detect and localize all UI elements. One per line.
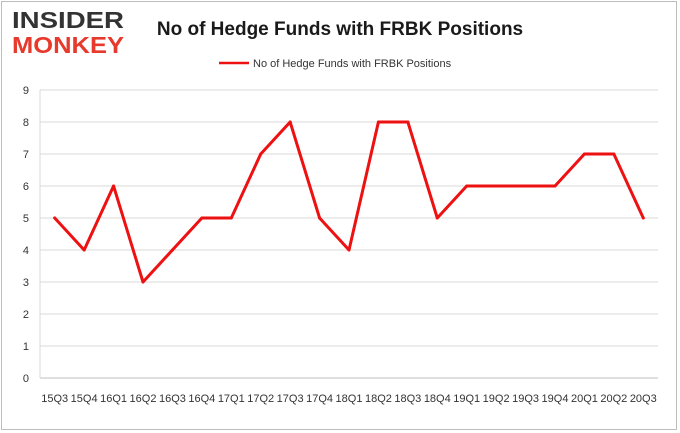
- data-point-16Q4: [200, 216, 204, 220]
- x-tick-label-20Q3: 20Q3: [630, 393, 657, 405]
- data-point-19Q2: [494, 184, 498, 188]
- x-tick-label-16Q3: 16Q3: [159, 393, 186, 405]
- data-point-20Q2: [612, 152, 616, 156]
- series-line: [53, 120, 645, 284]
- data-point-16Q3: [170, 248, 174, 252]
- x-tick-label-16Q4: 16Q4: [188, 393, 215, 405]
- data-point-15Q4: [82, 248, 86, 252]
- legend-label: No of Hedge Funds with FRBK Positions: [253, 58, 452, 70]
- data-point-20Q1: [582, 152, 586, 156]
- series-line-0: [53, 120, 645, 284]
- data-point-19Q1: [465, 184, 469, 188]
- x-tick-label-18Q2: 18Q2: [365, 393, 392, 405]
- x-tick-label-16Q2: 16Q2: [130, 393, 157, 405]
- y-axis: 0 1 2 3 4 5 6 7 8 9: [23, 85, 29, 385]
- y-tick-label: 7: [23, 149, 29, 161]
- x-tick-label-17Q4: 17Q4: [306, 393, 333, 405]
- y-tick-label: 3: [23, 277, 29, 289]
- y-tick-label: 1: [23, 341, 29, 353]
- logo-line-monkey: MONKEY: [12, 32, 124, 58]
- data-point-20Q3: [641, 216, 645, 220]
- x-tick-label-18Q1: 18Q1: [336, 393, 363, 405]
- legend: No of Hedge Funds with FRBK Positions: [219, 58, 452, 70]
- x-tick-label-17Q2: 17Q2: [247, 393, 274, 405]
- y-tick-label: 5: [23, 213, 29, 225]
- data-point-16Q1: [112, 184, 116, 188]
- y-tick-label: 9: [23, 85, 29, 97]
- data-point-18Q1: [347, 248, 351, 252]
- y-tick-label: 2: [23, 309, 29, 321]
- x-tick-label-18Q3: 18Q3: [394, 393, 421, 405]
- y-tick-label: 4: [23, 245, 29, 257]
- x-tick-label-20Q1: 20Q1: [571, 393, 598, 405]
- data-point-16Q2: [141, 280, 145, 284]
- data-point-19Q3: [524, 184, 528, 188]
- gridlines: [39, 89, 658, 379]
- y-tick-label: 8: [23, 117, 29, 129]
- y-tick-label: 0: [23, 373, 29, 385]
- x-tick-label-20Q2: 20Q2: [600, 393, 627, 405]
- data-point-18Q3: [406, 120, 410, 124]
- data-point-18Q2: [376, 120, 380, 124]
- data-point-19Q4: [553, 184, 557, 188]
- x-tick-label-17Q3: 17Q3: [277, 393, 304, 405]
- x-tick-label-19Q1: 19Q1: [453, 393, 480, 405]
- chart-title: No of Hedge Funds with FRBK Positions: [157, 19, 523, 40]
- x-tick-label-19Q4: 19Q4: [542, 393, 569, 405]
- x-tick-label-18Q4: 18Q4: [424, 393, 451, 405]
- data-point-17Q1: [229, 216, 233, 220]
- data-point-17Q4: [318, 216, 322, 220]
- x-tick-label-19Q2: 19Q2: [483, 393, 510, 405]
- x-tick-label-16Q1: 16Q1: [100, 393, 127, 405]
- x-axis: 15Q3 15Q4 16Q1 16Q2 16Q3 16Q4 17Q1 17Q2 17Q3 17Q4…: [41, 393, 656, 405]
- data-point-18Q4: [435, 216, 439, 220]
- insider-monkey-logo: INSIDER MONKEY: [12, 7, 124, 58]
- logo-line-insider: INSIDER: [12, 7, 124, 33]
- y-tick-label: 6: [23, 181, 29, 193]
- x-tick-label-17Q1: 17Q1: [218, 393, 245, 405]
- data-point-17Q2: [259, 152, 263, 156]
- data-point-17Q3: [288, 120, 292, 124]
- x-tick-label-15Q3: 15Q3: [41, 393, 68, 405]
- data-point-15Q3: [53, 216, 57, 220]
- x-tick-label-15Q4: 15Q4: [71, 393, 98, 405]
- x-tick-label-19Q3: 19Q3: [512, 393, 539, 405]
